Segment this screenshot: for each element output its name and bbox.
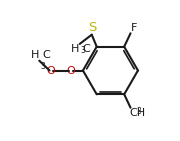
Text: O: O <box>67 66 75 75</box>
Text: H: H <box>71 44 80 54</box>
Text: 3: 3 <box>81 46 86 55</box>
Text: C: C <box>42 50 50 60</box>
Text: S: S <box>88 21 96 34</box>
Text: F: F <box>131 23 137 33</box>
Text: O: O <box>47 66 56 75</box>
Text: H: H <box>31 50 39 60</box>
Text: C: C <box>83 44 90 54</box>
Text: 3: 3 <box>137 107 142 116</box>
Text: 3: 3 <box>40 62 45 71</box>
Text: CH: CH <box>130 108 146 118</box>
